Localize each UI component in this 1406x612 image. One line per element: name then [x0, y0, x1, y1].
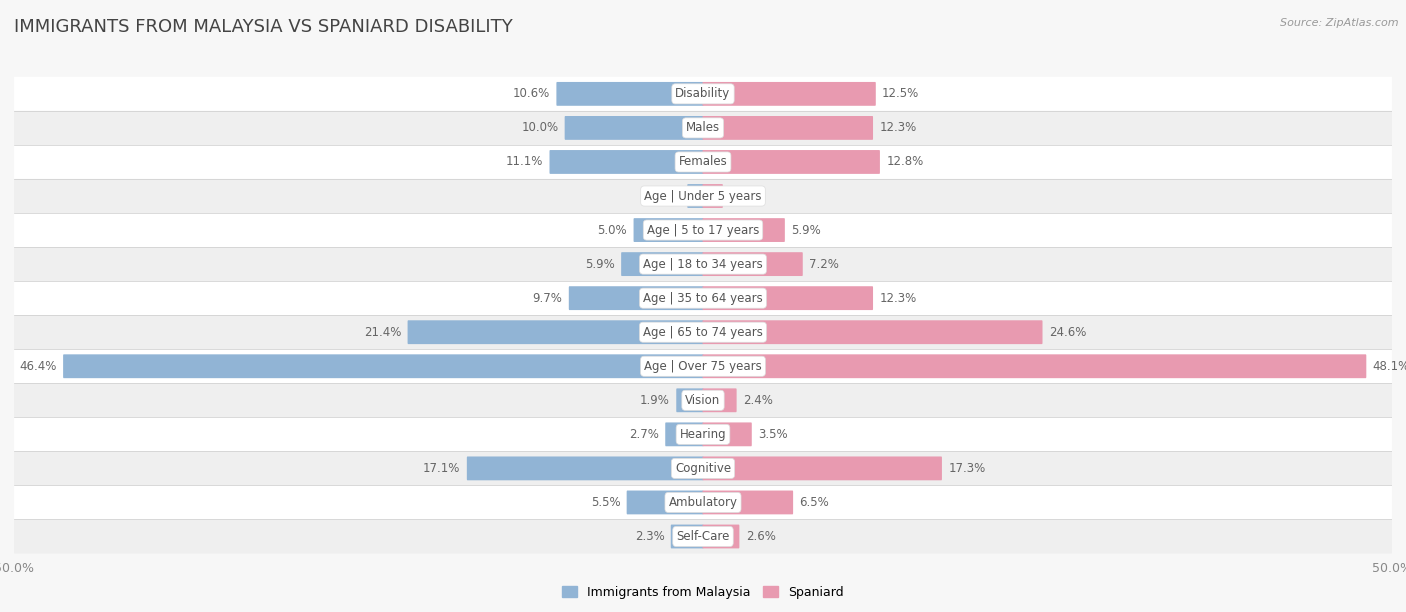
FancyBboxPatch shape — [703, 491, 793, 514]
Text: 5.0%: 5.0% — [598, 223, 627, 237]
FancyBboxPatch shape — [703, 82, 876, 106]
FancyBboxPatch shape — [63, 354, 703, 378]
Text: 1.4%: 1.4% — [730, 190, 759, 203]
Text: 7.2%: 7.2% — [808, 258, 839, 271]
FancyBboxPatch shape — [467, 457, 703, 480]
Text: 6.5%: 6.5% — [800, 496, 830, 509]
Text: Age | Under 5 years: Age | Under 5 years — [644, 190, 762, 203]
Text: 2.4%: 2.4% — [742, 394, 773, 407]
FancyBboxPatch shape — [703, 252, 803, 276]
Text: 2.3%: 2.3% — [634, 530, 665, 543]
Text: IMMIGRANTS FROM MALAYSIA VS SPANIARD DISABILITY: IMMIGRANTS FROM MALAYSIA VS SPANIARD DIS… — [14, 18, 513, 36]
Text: 9.7%: 9.7% — [533, 292, 562, 305]
FancyBboxPatch shape — [14, 179, 1392, 213]
Text: Source: ZipAtlas.com: Source: ZipAtlas.com — [1281, 18, 1399, 28]
Text: Age | 18 to 34 years: Age | 18 to 34 years — [643, 258, 763, 271]
Text: 1.9%: 1.9% — [640, 394, 669, 407]
Text: Age | 65 to 74 years: Age | 65 to 74 years — [643, 326, 763, 338]
Text: 11.1%: 11.1% — [506, 155, 543, 168]
Text: Vision: Vision — [685, 394, 721, 407]
FancyBboxPatch shape — [688, 184, 703, 208]
FancyBboxPatch shape — [14, 281, 1392, 315]
Text: Age | 5 to 17 years: Age | 5 to 17 years — [647, 223, 759, 237]
Text: 12.5%: 12.5% — [882, 88, 920, 100]
Text: 2.6%: 2.6% — [745, 530, 776, 543]
Text: 17.3%: 17.3% — [948, 462, 986, 475]
FancyBboxPatch shape — [14, 485, 1392, 520]
Text: 10.0%: 10.0% — [522, 121, 558, 135]
Text: 17.1%: 17.1% — [423, 462, 461, 475]
FancyBboxPatch shape — [703, 354, 1367, 378]
Legend: Immigrants from Malaysia, Spaniard: Immigrants from Malaysia, Spaniard — [557, 581, 849, 604]
FancyBboxPatch shape — [14, 145, 1392, 179]
FancyBboxPatch shape — [703, 184, 723, 208]
FancyBboxPatch shape — [671, 524, 703, 548]
FancyBboxPatch shape — [14, 247, 1392, 281]
FancyBboxPatch shape — [703, 524, 740, 548]
Text: 12.3%: 12.3% — [879, 121, 917, 135]
Text: 10.6%: 10.6% — [513, 88, 550, 100]
FancyBboxPatch shape — [14, 452, 1392, 485]
Text: Males: Males — [686, 121, 720, 135]
FancyBboxPatch shape — [14, 213, 1392, 247]
FancyBboxPatch shape — [627, 491, 703, 514]
FancyBboxPatch shape — [703, 116, 873, 140]
FancyBboxPatch shape — [676, 389, 703, 412]
FancyBboxPatch shape — [703, 422, 752, 446]
Text: 12.8%: 12.8% — [886, 155, 924, 168]
FancyBboxPatch shape — [621, 252, 703, 276]
Text: 21.4%: 21.4% — [364, 326, 401, 338]
FancyBboxPatch shape — [14, 77, 1392, 111]
FancyBboxPatch shape — [703, 150, 880, 174]
Text: 5.9%: 5.9% — [792, 223, 821, 237]
FancyBboxPatch shape — [557, 82, 703, 106]
Text: 46.4%: 46.4% — [20, 360, 56, 373]
Text: Ambulatory: Ambulatory — [668, 496, 738, 509]
Text: 2.7%: 2.7% — [628, 428, 659, 441]
FancyBboxPatch shape — [14, 417, 1392, 452]
Text: 12.3%: 12.3% — [879, 292, 917, 305]
FancyBboxPatch shape — [703, 389, 737, 412]
Text: 3.5%: 3.5% — [758, 428, 787, 441]
Text: Age | Over 75 years: Age | Over 75 years — [644, 360, 762, 373]
FancyBboxPatch shape — [665, 422, 703, 446]
FancyBboxPatch shape — [569, 286, 703, 310]
FancyBboxPatch shape — [703, 286, 873, 310]
Text: 48.1%: 48.1% — [1372, 360, 1406, 373]
Text: Hearing: Hearing — [679, 428, 727, 441]
Text: 1.1%: 1.1% — [651, 190, 681, 203]
FancyBboxPatch shape — [14, 383, 1392, 417]
FancyBboxPatch shape — [565, 116, 703, 140]
Text: 24.6%: 24.6% — [1049, 326, 1087, 338]
Text: Self-Care: Self-Care — [676, 530, 730, 543]
FancyBboxPatch shape — [703, 457, 942, 480]
FancyBboxPatch shape — [14, 315, 1392, 349]
FancyBboxPatch shape — [14, 349, 1392, 383]
Text: Age | 35 to 64 years: Age | 35 to 64 years — [643, 292, 763, 305]
FancyBboxPatch shape — [550, 150, 703, 174]
FancyBboxPatch shape — [14, 520, 1392, 553]
FancyBboxPatch shape — [14, 111, 1392, 145]
Text: Disability: Disability — [675, 88, 731, 100]
Text: Females: Females — [679, 155, 727, 168]
FancyBboxPatch shape — [703, 218, 785, 242]
FancyBboxPatch shape — [703, 320, 1042, 344]
Text: Cognitive: Cognitive — [675, 462, 731, 475]
FancyBboxPatch shape — [634, 218, 703, 242]
Text: 5.9%: 5.9% — [585, 258, 614, 271]
FancyBboxPatch shape — [408, 320, 703, 344]
Text: 5.5%: 5.5% — [591, 496, 620, 509]
